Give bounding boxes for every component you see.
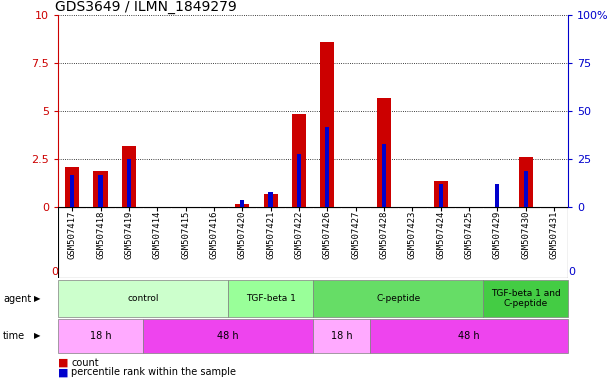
Text: GSM507423: GSM507423: [408, 211, 417, 259]
Bar: [235, 204, 249, 207]
Bar: [228, 280, 313, 317]
Text: 0: 0: [51, 267, 58, 277]
Bar: [143, 319, 313, 353]
Text: GDS3649 / ILMN_1849279: GDS3649 / ILMN_1849279: [56, 0, 237, 14]
Bar: [98, 175, 103, 207]
Text: ▶: ▶: [34, 294, 40, 303]
Text: GSM507421: GSM507421: [266, 211, 275, 259]
Text: GSM507422: GSM507422: [295, 211, 304, 259]
Text: count: count: [71, 358, 99, 368]
Bar: [496, 184, 500, 207]
Text: TGF-beta 1: TGF-beta 1: [246, 294, 296, 303]
Bar: [382, 144, 386, 207]
Bar: [268, 192, 273, 207]
Bar: [439, 184, 443, 207]
Bar: [483, 280, 568, 317]
Text: percentile rank within the sample: percentile rank within the sample: [71, 367, 236, 377]
Text: GSM507417: GSM507417: [68, 211, 77, 259]
Text: ■: ■: [58, 358, 68, 368]
Bar: [65, 167, 79, 207]
Bar: [377, 98, 391, 207]
Text: GSM507431: GSM507431: [549, 211, 558, 259]
Text: agent: agent: [3, 293, 31, 304]
Text: 18 h: 18 h: [331, 331, 353, 341]
Text: GSM507419: GSM507419: [125, 211, 133, 259]
Bar: [263, 194, 278, 207]
Text: 48 h: 48 h: [458, 331, 480, 341]
Text: GSM507414: GSM507414: [153, 211, 162, 259]
Text: ■: ■: [58, 367, 68, 377]
Text: GSM507428: GSM507428: [379, 211, 389, 259]
Bar: [370, 319, 568, 353]
Bar: [122, 146, 136, 207]
Text: GSM507420: GSM507420: [238, 211, 247, 259]
Text: GSM507424: GSM507424: [436, 211, 445, 259]
Text: GSM507416: GSM507416: [210, 211, 219, 259]
Bar: [524, 171, 528, 207]
Bar: [58, 280, 228, 317]
Text: GSM507427: GSM507427: [351, 211, 360, 259]
Text: C-peptide: C-peptide: [376, 294, 420, 303]
Text: time: time: [3, 331, 25, 341]
Text: 48 h: 48 h: [218, 331, 239, 341]
Bar: [325, 127, 329, 207]
Bar: [70, 175, 75, 207]
Text: GSM507430: GSM507430: [521, 211, 530, 259]
Text: 18 h: 18 h: [90, 331, 111, 341]
Bar: [126, 159, 131, 207]
Text: GSM507425: GSM507425: [464, 211, 474, 259]
Text: 0: 0: [568, 267, 575, 277]
Bar: [58, 319, 143, 353]
Bar: [313, 280, 483, 317]
Text: GSM507418: GSM507418: [96, 211, 105, 259]
Bar: [292, 114, 306, 207]
Bar: [519, 157, 533, 207]
Bar: [240, 200, 244, 207]
Text: control: control: [127, 294, 159, 303]
Text: GSM507415: GSM507415: [181, 211, 190, 259]
Text: GSM507426: GSM507426: [323, 211, 332, 259]
Text: ▶: ▶: [34, 331, 40, 341]
Bar: [93, 171, 108, 207]
Text: TGF-beta 1 and
C-peptide: TGF-beta 1 and C-peptide: [491, 289, 560, 308]
Text: GSM507429: GSM507429: [493, 211, 502, 259]
Bar: [320, 42, 334, 207]
Bar: [297, 154, 301, 207]
Bar: [313, 319, 370, 353]
Bar: [434, 182, 448, 207]
